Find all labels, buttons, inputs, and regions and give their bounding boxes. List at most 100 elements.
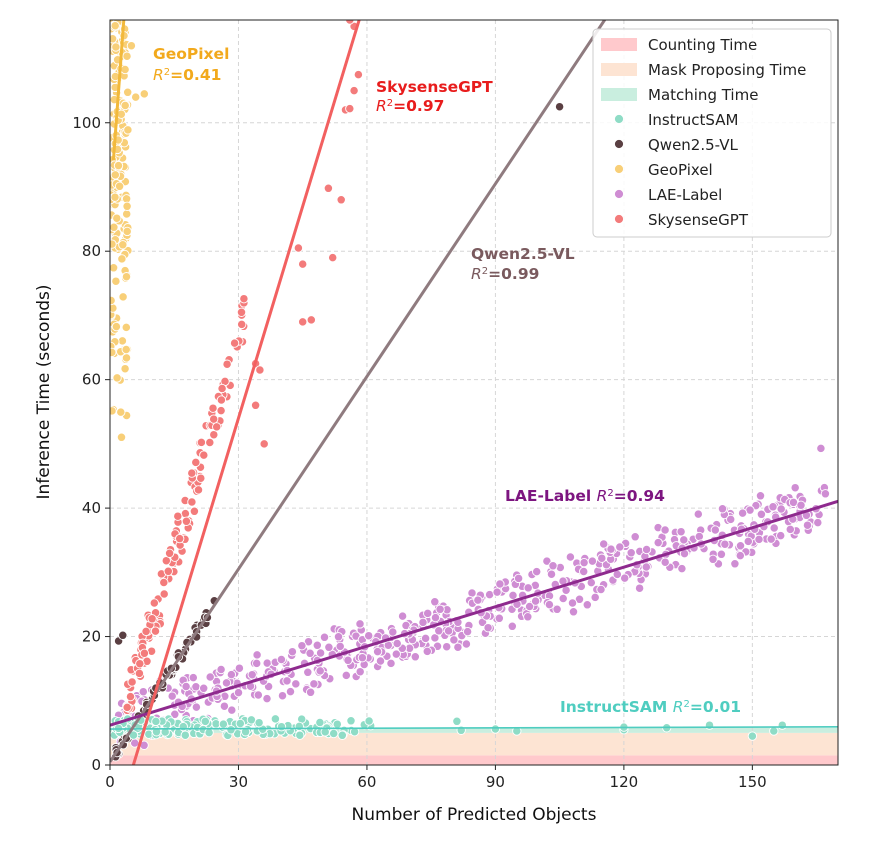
point-lae-label xyxy=(735,550,745,561)
point-skysensegpt xyxy=(122,702,132,713)
point-lae-label xyxy=(596,584,606,595)
point-skysensegpt xyxy=(298,317,308,327)
point-skysensegpt xyxy=(328,252,338,263)
y-tick-label: 60 xyxy=(82,371,101,389)
point-instructsam xyxy=(747,731,758,741)
point-instructsam xyxy=(204,727,214,738)
point-lae-label xyxy=(355,619,365,629)
point-geopixel xyxy=(120,364,130,374)
geopixel-annotation-name: GeoPixel xyxy=(153,45,229,63)
point-skysensegpt xyxy=(196,437,207,448)
point-lae-label xyxy=(226,669,237,680)
legend-label-skysense: SkysenseGPT xyxy=(648,211,749,229)
point-lae-label xyxy=(532,566,542,577)
y-axis-title: Inference Time (seconds) xyxy=(34,284,54,499)
point-skysensegpt xyxy=(336,195,346,205)
point-skysensegpt xyxy=(135,659,145,669)
point-skysensegpt xyxy=(189,506,200,516)
point-lae-label xyxy=(434,626,444,636)
point-lae-label xyxy=(221,678,232,688)
band-matching-time xyxy=(110,727,838,733)
y-tick-label: 100 xyxy=(72,114,101,132)
point-geopixel xyxy=(110,263,119,273)
point-geopixel xyxy=(110,295,116,306)
x-tick-label: 60 xyxy=(357,773,376,791)
instructsam-annotation-text: InstructSAM R2=0.01 xyxy=(560,698,741,716)
point-instructsam xyxy=(200,716,210,727)
point-lae-label xyxy=(305,648,315,658)
band-mask-proposing-time xyxy=(110,732,838,756)
y-tick-label: 0 xyxy=(91,756,101,774)
point-instructsam xyxy=(349,727,360,737)
point-lae-label xyxy=(492,587,502,597)
point-lae-label xyxy=(568,607,579,617)
y-tick-label: 40 xyxy=(82,499,101,517)
point-instructsam xyxy=(246,715,257,725)
point-geopixel xyxy=(111,276,121,286)
point-lae-label xyxy=(693,509,703,519)
point-geopixel xyxy=(122,51,132,61)
point-skysensegpt xyxy=(193,485,204,495)
point-skysensegpt xyxy=(181,516,192,526)
point-lae-label xyxy=(297,641,307,651)
point-lae-label xyxy=(343,655,353,665)
x-axis-title: Number of Predicted Objects xyxy=(352,805,597,825)
point-geopixel xyxy=(118,240,128,250)
point-geopixel xyxy=(116,432,127,442)
point-lae-label xyxy=(291,679,301,689)
skysense-annotation: SkysenseGPT R2=0.97 xyxy=(376,78,493,115)
point-lae-label xyxy=(252,658,262,669)
point-geopixel xyxy=(122,226,132,237)
legend-label-matching: Matching Time xyxy=(648,86,758,104)
point-lae-label xyxy=(375,656,386,666)
y-tick-label: 20 xyxy=(82,628,101,646)
point-lae-label xyxy=(755,491,766,501)
point-lae-label xyxy=(191,702,202,712)
point-lae-label xyxy=(726,514,736,525)
point-skysensegpt xyxy=(323,183,334,193)
legend-label-qwen: Qwen2.5-VL xyxy=(648,136,738,154)
point-lae-label xyxy=(319,632,330,642)
x-tick-label: 0 xyxy=(105,773,115,791)
point-geopixel xyxy=(117,254,127,264)
point-lae-label xyxy=(430,612,441,623)
point-lae-label xyxy=(397,611,408,621)
point-skysensegpt xyxy=(159,589,169,599)
fit-line-instructsam xyxy=(110,726,838,730)
legend-swatch-counting xyxy=(601,38,637,51)
point-lae-label xyxy=(523,583,533,593)
point-lae-label xyxy=(247,670,257,680)
point-geopixel xyxy=(122,201,132,211)
point-lae-label xyxy=(552,604,562,614)
point-lae-label xyxy=(181,681,191,692)
point-lae-label xyxy=(590,592,600,603)
point-lae-label xyxy=(776,504,786,514)
point-skysensegpt xyxy=(205,437,215,448)
point-lae-label xyxy=(341,670,351,681)
point-lae-label xyxy=(717,504,728,514)
point-geopixel xyxy=(110,192,120,202)
point-lae-label xyxy=(813,517,823,528)
point-instructsam xyxy=(452,716,462,726)
point-lae-label xyxy=(315,666,325,676)
qwen-annotation: Qwen2.5-VL R2=0.99 xyxy=(471,245,575,283)
point-lae-label xyxy=(565,552,576,562)
point-lae-label xyxy=(582,600,592,610)
point-lae-label xyxy=(420,633,431,644)
point-instructsam xyxy=(329,728,339,739)
point-lae-label xyxy=(507,621,517,631)
point-lae-label xyxy=(597,553,607,563)
point-lae-label xyxy=(234,663,245,673)
legend-marker-lae xyxy=(614,189,624,199)
point-lae-label xyxy=(776,530,786,541)
point-skysensegpt xyxy=(349,85,359,96)
legend-marker-skysense xyxy=(614,214,624,224)
point-lae-label xyxy=(641,544,652,555)
point-lae-label xyxy=(216,664,226,675)
point-lae-label xyxy=(769,523,779,533)
point-lae-label xyxy=(422,646,432,657)
point-lae-label xyxy=(626,548,636,558)
point-lae-label xyxy=(312,640,322,650)
point-lae-label xyxy=(737,508,748,518)
